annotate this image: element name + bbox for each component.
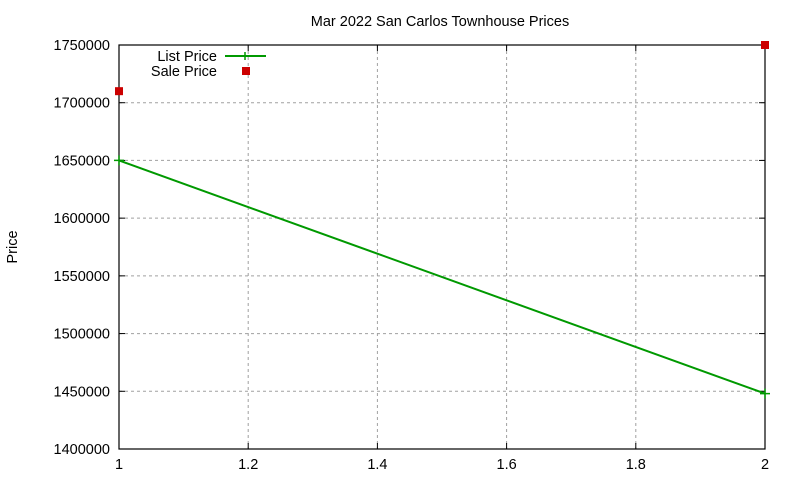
y-tick-label: 1450000 — [54, 384, 110, 400]
y-axis-ticks: 1400000 1450000 1500000 1550000 1600000 16500… — [54, 38, 765, 458]
plot-border — [118, 44, 766, 450]
x-axis-ticks: 1 1.2 1.4 1.6 1.8 2 — [115, 45, 769, 473]
x-tick-label: 1.8 — [626, 457, 646, 473]
x-tick-label: 1 — [115, 457, 123, 473]
legend-label-sale-price: Sale Price — [151, 64, 217, 80]
plus-marker-icon — [114, 155, 124, 166]
x-tick-label: 2 — [761, 457, 769, 473]
y-tick-label: 1500000 — [54, 327, 110, 343]
series — [114, 41, 770, 399]
y-tick-label: 1650000 — [54, 153, 110, 169]
x-tick-label: 1.2 — [238, 457, 258, 473]
legend: List Price Sale Price — [151, 49, 266, 80]
legend-label-list-price: List Price — [157, 49, 217, 65]
y-axis-label: Price — [5, 230, 21, 263]
plus-marker-icon — [760, 388, 770, 399]
chart-title: Mar 2022 San Carlos Townhouse Prices — [311, 14, 569, 30]
sale-price-marker — [115, 87, 123, 96]
sale-price-marker — [761, 41, 769, 49]
y-tick-label: 1550000 — [54, 269, 110, 285]
legend-square-marker-icon — [242, 67, 250, 75]
x-tick-label: 1.4 — [367, 457, 387, 473]
y-tick-label: 1700000 — [54, 96, 110, 112]
y-tick-label: 1750000 — [54, 38, 110, 54]
grid-lines — [119, 45, 765, 449]
x-tick-label: 1.6 — [497, 457, 517, 473]
y-tick-label: 1600000 — [54, 211, 110, 227]
y-tick-label: 1400000 — [54, 442, 110, 458]
list-price-line — [118, 159, 766, 395]
